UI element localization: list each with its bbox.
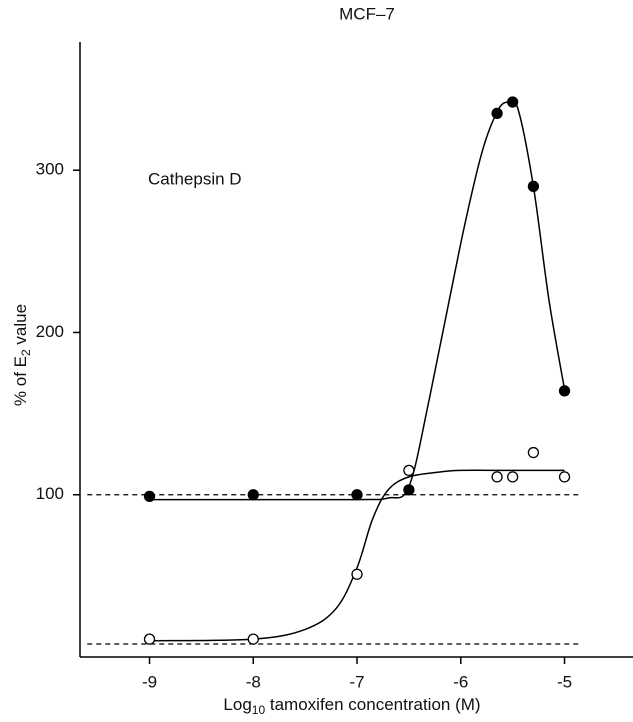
data-point xyxy=(491,107,503,120)
data-point xyxy=(143,490,156,503)
y-tick-label: 200 xyxy=(36,322,64,341)
data-point xyxy=(527,446,540,459)
data-point xyxy=(527,180,540,193)
y-label-sub: 2 xyxy=(19,349,33,356)
data-point xyxy=(351,568,363,580)
x-label-main: Log xyxy=(223,695,251,714)
fit-curve xyxy=(149,99,566,501)
data-point xyxy=(143,633,156,645)
y-axis-label: % of E2 value xyxy=(11,304,33,406)
data-point xyxy=(403,484,415,496)
x-tick-label: -8 xyxy=(246,672,261,691)
y-tick-label: 100 xyxy=(36,484,64,503)
x-label-rest: tamoxifen concentration (M) xyxy=(265,695,480,714)
x-label-sub: 10 xyxy=(252,703,266,717)
y-label-main: % of E xyxy=(11,356,30,406)
y-label-rest: value xyxy=(11,304,30,349)
data-point xyxy=(351,489,363,501)
data-point xyxy=(247,633,259,645)
data-point xyxy=(558,471,571,483)
x-axis-label: Log10 tamoxifen concentration (M) xyxy=(223,695,480,717)
x-tick-label: -5 xyxy=(557,672,572,691)
data-point xyxy=(247,489,259,501)
x-tick-label: -6 xyxy=(453,672,468,691)
data-point xyxy=(403,464,415,477)
x-tick-label: -9 xyxy=(142,672,157,691)
data-point xyxy=(558,385,571,397)
chart-title: MCF–7 xyxy=(339,4,395,23)
data-point xyxy=(491,471,503,483)
fit-curve xyxy=(149,469,565,642)
y-tick-label: 300 xyxy=(36,160,64,179)
data-point xyxy=(506,96,519,108)
data-point xyxy=(506,471,519,483)
x-tick-label: -7 xyxy=(349,672,364,691)
annotation: Cathepsin D xyxy=(148,169,242,188)
